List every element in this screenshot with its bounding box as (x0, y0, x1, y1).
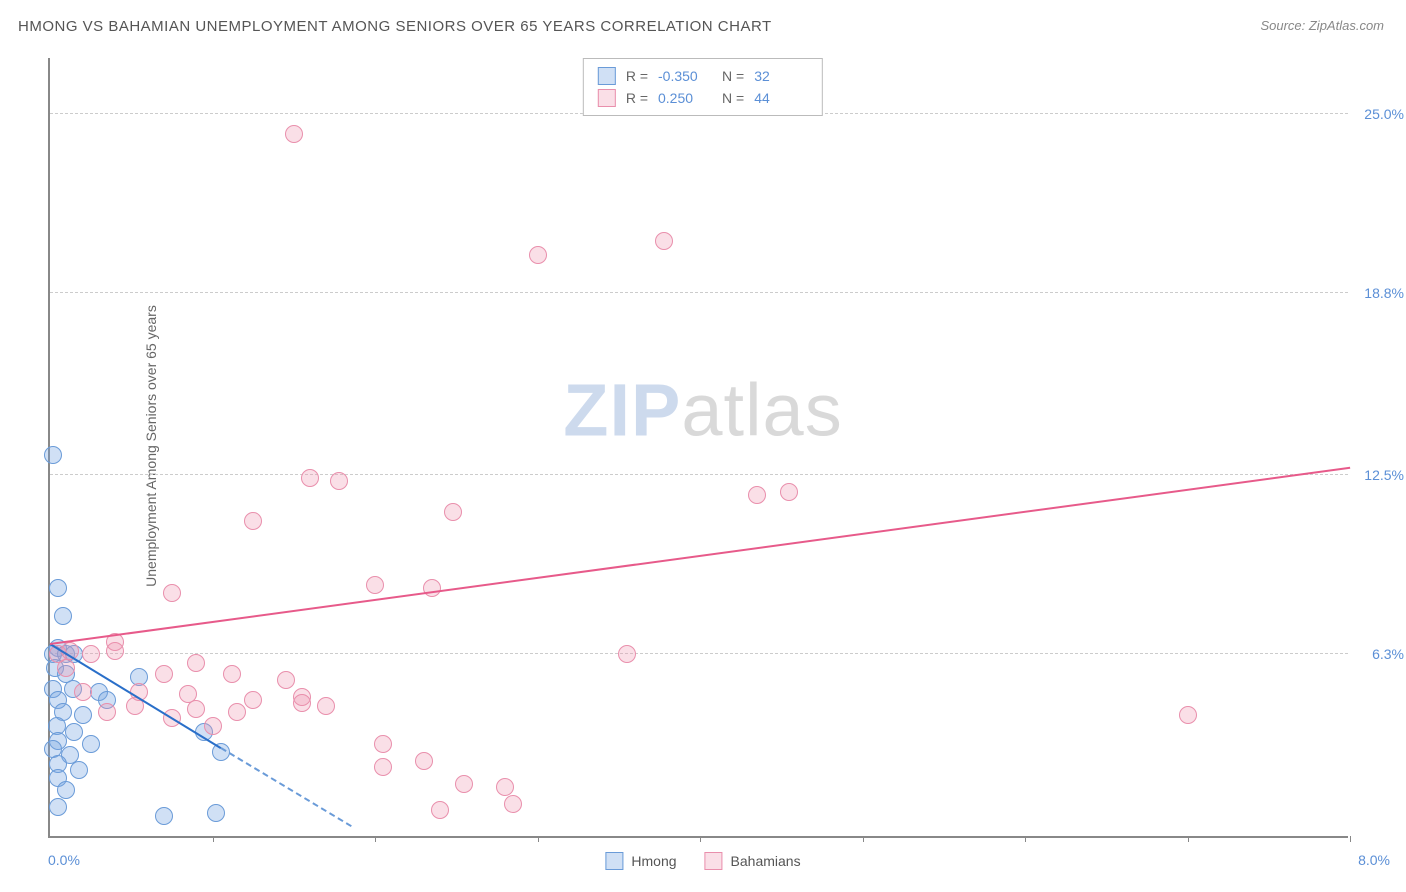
x-tick (1188, 836, 1189, 842)
data-point (317, 697, 335, 715)
data-point (374, 735, 392, 753)
data-point (57, 781, 75, 799)
x-tick (538, 836, 539, 842)
data-point (155, 807, 173, 825)
data-point (54, 607, 72, 625)
data-point (155, 665, 173, 683)
data-point (748, 486, 766, 504)
data-point (529, 246, 547, 264)
gridline (50, 474, 1348, 475)
data-point (82, 645, 100, 663)
data-point (455, 775, 473, 793)
gridline (50, 292, 1348, 293)
data-point (49, 798, 67, 816)
legend-label: Hmong (631, 853, 676, 869)
data-point (444, 503, 462, 521)
data-point (82, 735, 100, 753)
data-point (330, 472, 348, 490)
trend-line-extrapolated (220, 747, 351, 827)
data-point (98, 703, 116, 721)
legend-item: Hmong (605, 852, 676, 870)
x-tick (213, 836, 214, 842)
trend-line (50, 467, 1350, 645)
data-point (780, 483, 798, 501)
legend-swatch (705, 852, 723, 870)
data-point (223, 665, 241, 683)
plot-area: 6.3%12.5%18.8%25.0% (48, 58, 1348, 838)
data-point (244, 512, 262, 530)
data-point (70, 761, 88, 779)
data-point (415, 752, 433, 770)
data-point (49, 579, 67, 597)
data-point (57, 659, 75, 677)
data-point (301, 469, 319, 487)
y-tick-label: 25.0% (1364, 106, 1404, 122)
data-point (65, 723, 83, 741)
correlation-legend: R = -0.350 N = 32 R = 0.250 N = 44 (583, 58, 823, 116)
data-point (277, 671, 295, 689)
legend-swatch (605, 852, 623, 870)
legend-label: Bahamians (731, 853, 801, 869)
gridline (50, 653, 1348, 654)
y-tick-label: 12.5% (1364, 467, 1404, 483)
legend-swatch (598, 89, 616, 107)
legend-n-value: 44 (754, 90, 808, 106)
data-point (207, 804, 225, 822)
data-point (431, 801, 449, 819)
legend-n-label: N = (722, 90, 744, 106)
x-tick (1025, 836, 1026, 842)
data-point (187, 700, 205, 718)
legend-n-value: 32 (754, 68, 808, 84)
x-tick (375, 836, 376, 842)
data-point (366, 576, 384, 594)
legend-swatch (598, 67, 616, 85)
data-point (204, 717, 222, 735)
data-point (504, 795, 522, 813)
data-point (618, 645, 636, 663)
legend-item: Bahamians (705, 852, 801, 870)
data-point (655, 232, 673, 250)
series-legend: Hmong Bahamians (605, 852, 800, 870)
legend-r-label: R = (626, 68, 648, 84)
data-point (244, 691, 262, 709)
legend-n-label: N = (722, 68, 744, 84)
data-point (44, 446, 62, 464)
source-label: Source: ZipAtlas.com (1260, 18, 1384, 33)
data-point (293, 694, 311, 712)
data-point (74, 683, 92, 701)
legend-row: R = 0.250 N = 44 (598, 87, 808, 109)
legend-r-value: -0.350 (658, 68, 712, 84)
x-tick (1350, 836, 1351, 842)
data-point (187, 654, 205, 672)
data-point (285, 125, 303, 143)
chart-title: HMONG VS BAHAMIAN UNEMPLOYMENT AMONG SEN… (18, 18, 772, 35)
legend-r-value: 0.250 (658, 90, 712, 106)
data-point (228, 703, 246, 721)
legend-row: R = -0.350 N = 32 (598, 65, 808, 87)
legend-r-label: R = (626, 90, 648, 106)
data-point (74, 706, 92, 724)
y-tick-label: 18.8% (1364, 285, 1404, 301)
y-tick-label: 6.3% (1372, 646, 1404, 662)
x-tick (700, 836, 701, 842)
x-origin-label: 0.0% (48, 852, 80, 868)
data-point (163, 584, 181, 602)
x-tick (863, 836, 864, 842)
data-point (1179, 706, 1197, 724)
x-max-label: 8.0% (1358, 852, 1390, 868)
data-point (496, 778, 514, 796)
data-point (374, 758, 392, 776)
